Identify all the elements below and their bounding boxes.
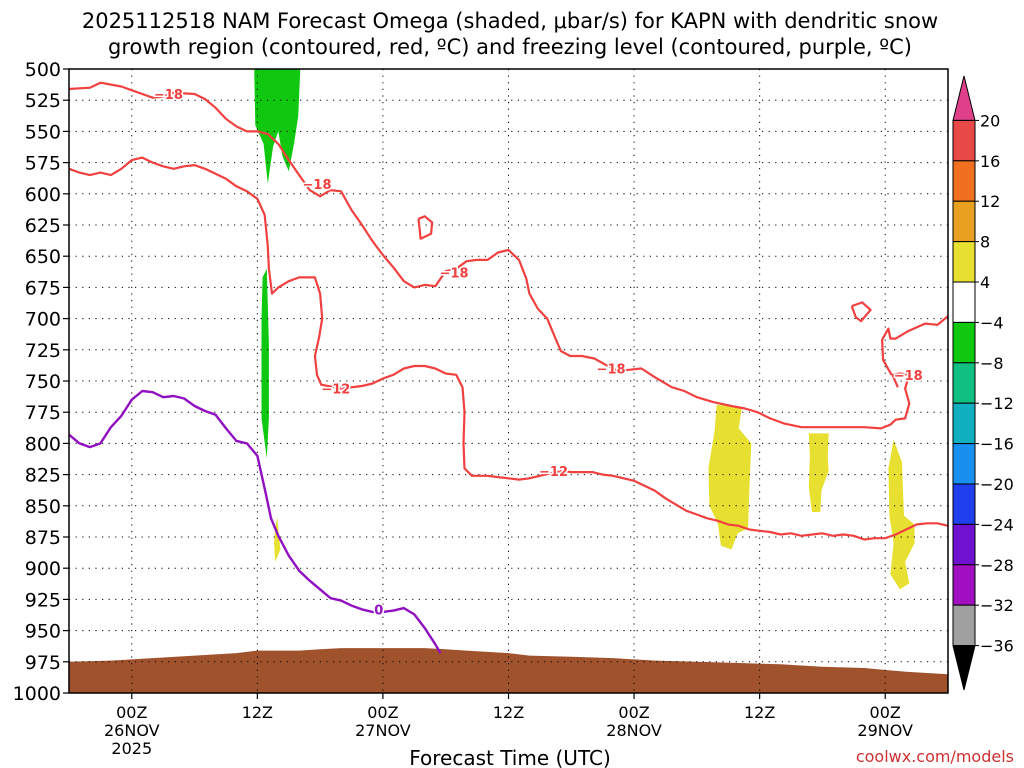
y-tick-label-875: 875 [25,527,61,549]
omega-shading [254,69,915,590]
y-tick-label-575: 575 [25,153,61,175]
y-tick-label-925: 925 [25,589,61,611]
y-tick-label-900: 900 [25,558,61,580]
colorbar-label-8: −12 [980,394,1014,413]
y-tick-label-600: 600 [25,184,61,206]
colorbar-label-14: −36 [980,637,1014,656]
x-tick-label-54: 00Z [618,703,649,722]
dgz-contour-3 [417,215,434,240]
x-tick-date-54: 28NOV [606,721,662,740]
colorbar-label-2: 16 [980,152,1000,171]
y-tick-label-975: 975 [25,652,61,674]
colorbar-label-4: 8 [980,233,990,252]
colorbar-swatch-8 [952,402,976,445]
omega-region-6 [888,439,915,590]
y-tick-label-550: 550 [25,121,61,143]
freezing-level-label: 0 [374,603,383,618]
colorbar-swatch-3 [952,200,976,243]
colorbar-swatch-10 [952,483,976,525]
colorbar-label-6: −4 [980,313,1004,332]
x-tick-label-42: 12Z [493,703,524,722]
colorbar-label-12: −28 [980,556,1014,575]
dgz-label-6: −12 [321,382,350,397]
dgz-label-1: −18 [154,88,183,103]
y-tick-label-500: 500 [25,59,61,81]
y-tick-label-1000: 1000 [13,683,61,705]
colorbar-lower-tip [952,645,976,691]
x-tick-date-30: 27NOV [355,721,411,740]
y-tick-label-700: 700 [25,309,61,331]
colorbar-label-7: −8 [980,354,1004,373]
colorbar-swatch-13 [952,604,976,647]
omega-region-2 [261,268,269,459]
dgz-label-4: −18 [597,363,626,378]
x-tick-label-66: 12Z [744,703,775,722]
colorbar-label-11: −24 [980,515,1014,534]
colorbar-swatch-9 [952,443,976,485]
colorbar-swatch-4 [952,241,976,283]
chart-title-line-1: 2025112518 NAM Forecast Omega (shaded, μ… [82,9,938,33]
contour-lines [68,81,949,654]
colorbar-swatch-11 [952,523,976,566]
dgz-label-7: −12 [539,465,568,480]
dgz-contour-1 [68,81,911,430]
x-axis-label: Forecast Time (UTC) [409,746,611,768]
dgz-contour-4 [850,301,872,323]
y-tick-label-950: 950 [25,621,61,643]
dgz-label-2: −18 [303,178,332,193]
x-tick-date-78: 29NOV [857,721,913,740]
y-tick-label-525: 525 [25,90,61,112]
dgz-contour-5 [68,156,949,541]
dgz-label-3: −18 [440,266,469,281]
omega-region-4 [708,404,752,550]
colorbar-label-10: −20 [980,475,1014,494]
colorbar-swatch-5 [952,281,976,323]
colorbar-label-9: −16 [980,435,1014,454]
y-tick-label-850: 850 [25,496,61,518]
colorbar-label-5: 4 [980,273,990,292]
plot-area: −18 −18 −18 −18 −18 −12 −12 0 [68,68,949,694]
dgz-contour-2 [880,315,949,376]
credit-text: coolwx.com/models [856,747,1014,766]
colorbar-swatch-6 [952,321,976,364]
x-tick-label-6: 00Z [116,703,147,722]
colorbar-swatch-7 [952,362,976,404]
x-tick-date-6: 26NOV [104,721,160,740]
y-tick-label-800: 800 [25,433,61,455]
x-tick-label-18: 12Z [242,703,273,722]
y-tick-label-650: 650 [25,246,61,268]
x-tick-year-6: 2025 [111,739,152,758]
colorbar-label-1: 20 [980,111,1000,130]
colorbar: 20 16 12 8 4 −4 −8 −12 −16 −20 −24 −28 −32 −36 [952,75,1014,691]
y-axis: 500 525 550 575 600 625 650 675 700 725 750 775 800 8… [13,59,69,705]
colorbar-swatch-1 [952,119,976,162]
x-tick-label-78: 00Z [870,703,901,722]
colorbar-swatch-12 [952,564,976,606]
colorbar-upper-tip [952,75,976,121]
y-tick-label-825: 825 [25,465,61,487]
y-tick-label-750: 750 [25,371,61,393]
colorbar-swatch-2 [952,160,976,202]
x-tick-label-30: 00Z [367,703,398,722]
omega-region-5 [808,433,829,512]
chart-title-line-2: growth region (contoured, red, ºC) and f… [108,35,912,59]
y-tick-label-675: 675 [25,277,61,299]
contour-labels: −18 −18 −18 −18 −18 −12 −12 0 [152,86,924,619]
y-tick-label-775: 775 [25,402,61,424]
y-tick-label-625: 625 [25,215,61,237]
colorbar-label-3: 12 [980,192,1000,211]
omega-region-1 [254,69,301,184]
dgz-label-5: −18 [894,369,923,384]
freezing-level-contour [68,389,442,654]
y-tick-label-725: 725 [25,340,61,362]
colorbar-label-13: −32 [980,596,1014,615]
